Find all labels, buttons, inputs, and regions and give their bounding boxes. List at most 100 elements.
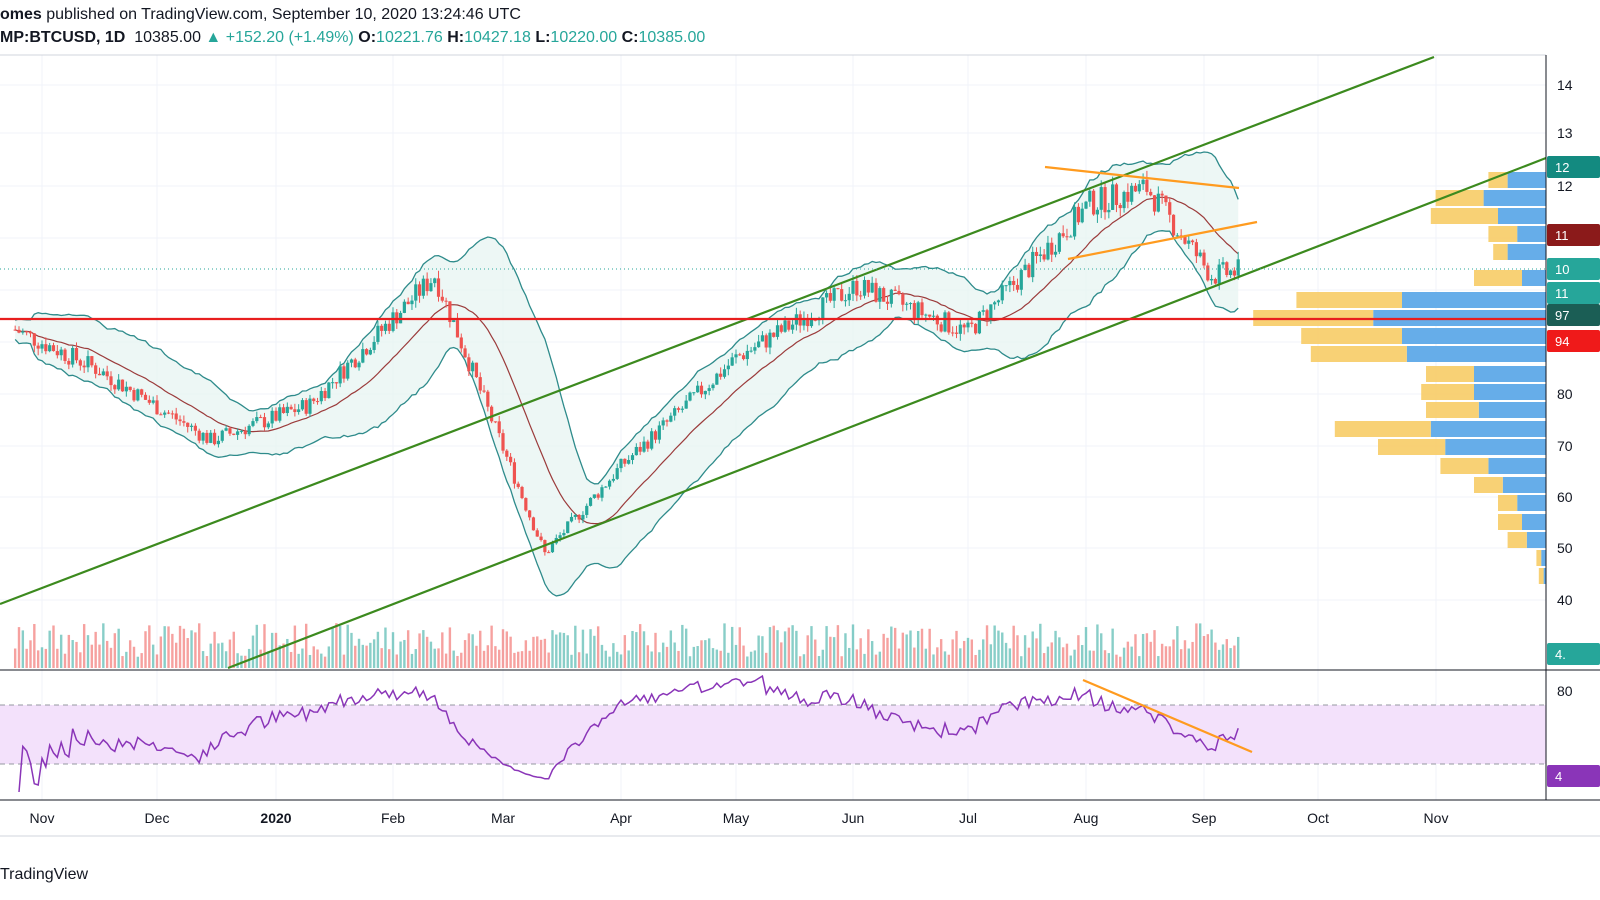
volume-bar <box>331 627 334 668</box>
price-axis[interactable]: 14 13 12 80 70 60 50 40 80 12 11 10 11 97 94 4. 4 <box>1547 77 1600 787</box>
candle-body <box>866 279 870 293</box>
vp-yellow-bar <box>1426 402 1479 418</box>
candle-body <box>391 312 395 331</box>
candle-body <box>1107 209 1111 213</box>
candle-body <box>421 278 425 296</box>
candle-body <box>236 431 240 435</box>
volume-bar <box>901 632 905 668</box>
volume-bar <box>376 631 380 668</box>
volume-bar <box>1149 641 1152 668</box>
candle-body <box>897 290 901 295</box>
candle-body <box>1072 206 1077 237</box>
candle-body <box>40 344 44 349</box>
volume-bar <box>646 645 650 668</box>
candle-body <box>832 288 836 301</box>
volume-bar <box>286 638 289 668</box>
time-tick-label: May <box>723 810 749 826</box>
volume-bar <box>509 636 512 668</box>
price-tag-label: 94 <box>1555 334 1569 349</box>
candle-body <box>51 345 56 352</box>
candle-body <box>558 535 562 538</box>
volume-bar <box>282 643 285 668</box>
volume-bar <box>391 632 395 668</box>
volume-bar <box>916 630 920 668</box>
candle-body <box>562 533 566 536</box>
price-tag-label: 4. <box>1555 647 1566 662</box>
candle-body <box>1042 254 1046 260</box>
rsi-line <box>18 674 1239 793</box>
volume-bar <box>700 640 703 668</box>
volume-bar <box>1206 634 1209 668</box>
volume-bar <box>1229 648 1232 668</box>
candle-body <box>143 394 148 400</box>
volume-bar <box>681 624 684 668</box>
volume-bar <box>1130 646 1133 668</box>
volume-bar <box>1138 656 1141 668</box>
volume-bar <box>593 635 596 668</box>
volume-bar <box>635 632 638 668</box>
candle-body <box>224 428 228 431</box>
candle-body <box>734 354 738 358</box>
volume-bar <box>174 642 178 668</box>
volume-bar <box>56 648 59 668</box>
candle-body <box>308 398 312 414</box>
volume-bar <box>372 639 376 668</box>
candle-body <box>1031 251 1035 278</box>
volume-bar <box>1176 626 1179 668</box>
volume-bar <box>581 629 585 668</box>
vp-yellow-bar <box>1498 495 1518 511</box>
volume-bar <box>1103 650 1107 668</box>
volume-bar <box>236 653 239 668</box>
vp-blue-bar <box>1541 550 1546 566</box>
volume-bar <box>128 640 132 668</box>
candle-body <box>402 301 406 313</box>
volume-bar <box>501 629 505 668</box>
volume-bar <box>661 642 665 668</box>
volume-bar <box>696 646 699 668</box>
volume-bar <box>105 640 109 668</box>
candle-body <box>951 332 955 334</box>
volume-bar <box>612 643 615 668</box>
volume-bar <box>829 636 832 668</box>
candle-body <box>711 384 715 389</box>
candle-body <box>531 517 536 531</box>
volume-bar <box>354 645 357 668</box>
volume-bar <box>577 652 581 668</box>
volume-bar <box>855 649 859 668</box>
volume-bar <box>267 651 270 668</box>
vp-yellow-bar <box>1301 328 1402 344</box>
candle-body <box>338 366 342 384</box>
volume-bar <box>369 642 372 668</box>
volume-bar <box>734 644 738 668</box>
vp-blue-bar <box>1522 514 1546 530</box>
candle-body <box>1183 236 1187 244</box>
vp-blue-bar <box>1474 384 1546 400</box>
volume-bar <box>532 636 535 668</box>
time-axis[interactable]: Nov Dec 2020 Feb Mar Apr May Jun Jul Aug Sep Oct Nov <box>30 810 1449 826</box>
time-tick-label: Nov <box>1424 810 1449 826</box>
volume-bar <box>673 642 676 668</box>
candle-body <box>17 329 21 333</box>
trend-drawings[interactable] <box>0 55 1547 670</box>
last-price: 10385.00 <box>134 29 201 46</box>
candle-body <box>182 421 186 423</box>
candle-body <box>996 300 1001 303</box>
volume-bar <box>467 633 471 668</box>
volume-bar <box>471 634 474 668</box>
candle-body <box>547 552 551 554</box>
volume-bar <box>1001 632 1004 668</box>
vp-yellow-bar <box>1488 226 1518 242</box>
candle-body <box>696 385 700 393</box>
candle-body <box>209 432 213 443</box>
candle-body <box>931 315 936 317</box>
time-tick-label: Oct <box>1307 810 1329 826</box>
candle-body <box>105 371 109 377</box>
volume-bar <box>1058 637 1061 668</box>
published-text: published on TradingView.com, September … <box>41 6 521 23</box>
volume-bar <box>21 630 25 668</box>
candle-body <box>908 303 913 305</box>
candle-body <box>440 296 444 301</box>
candle-body <box>327 382 331 399</box>
volume-bar <box>688 656 692 668</box>
